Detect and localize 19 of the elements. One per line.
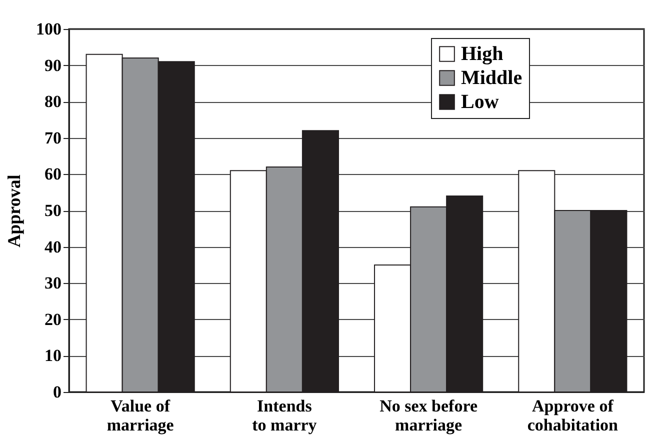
legend-label: Low bbox=[461, 91, 500, 113]
legend-label: Middle bbox=[461, 67, 522, 89]
y-tick-label: 90 bbox=[44, 56, 62, 75]
y-tick-label: 50 bbox=[44, 201, 62, 220]
y-tick-label: 80 bbox=[44, 92, 62, 112]
y-tick-label: 20 bbox=[44, 310, 62, 329]
x-tick-label: Value of marriage bbox=[106, 396, 174, 434]
x-tick-label: Intends to marry bbox=[252, 396, 318, 434]
x-tick-label: Approve of cohabitation bbox=[527, 396, 619, 434]
x-tick-label: No sex before marriage bbox=[380, 396, 478, 434]
y-tick-label: 10 bbox=[44, 346, 62, 366]
y-tick-label: 30 bbox=[44, 274, 62, 293]
y-tick-label: 60 bbox=[44, 164, 62, 184]
y-tick-label: 100 bbox=[36, 20, 62, 38]
legend-label: High bbox=[461, 43, 504, 65]
y-tick-label: 0 bbox=[53, 382, 62, 402]
y-axis-title: Approval bbox=[4, 174, 24, 248]
y-tick-label: 40 bbox=[44, 237, 62, 256]
y-tick-label: 70 bbox=[44, 128, 62, 148]
